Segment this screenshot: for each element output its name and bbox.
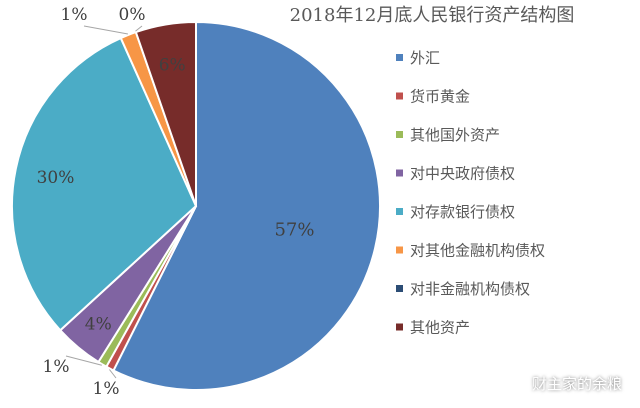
- slice-label: 57%: [274, 219, 314, 240]
- legend-swatch: [396, 208, 403, 215]
- pie-slice: [11, 36, 198, 332]
- legend-label: 其他国外资产: [410, 126, 500, 144]
- slice-label: 1%: [93, 379, 120, 399]
- legend-swatch: [396, 92, 403, 100]
- legend-swatch: [396, 169, 403, 177]
- legend-label: 对非金融机构债权: [410, 280, 530, 298]
- legend-swatch: [396, 285, 403, 292]
- legend-label: 货币黄金: [410, 88, 470, 106]
- slice-label: 4%: [85, 314, 112, 334]
- legend-swatch: [396, 54, 403, 61]
- watermark: 财主家的余粮: [504, 373, 622, 394]
- slice-label: 1%: [61, 5, 88, 25]
- legend-label: 外汇: [410, 49, 440, 67]
- legend-swatch: [396, 323, 403, 331]
- slice-label: 6%: [159, 55, 186, 75]
- legend-label: 对中央政府债权: [410, 165, 515, 183]
- legend-label: 对存款银行债权: [410, 203, 515, 221]
- wechat-icon: [504, 375, 526, 392]
- legend-label: 对其他金融机构债权: [410, 242, 545, 260]
- legend-swatch: [396, 131, 403, 138]
- leader-line: [135, 25, 143, 32]
- legend-swatch: [396, 246, 403, 254]
- watermark-text: 财主家的余粮: [531, 375, 622, 393]
- chart-title: 2018年12月底人民银行资产结构图: [290, 5, 575, 26]
- leader-line: [109, 369, 117, 379]
- slice-label: 0%: [119, 5, 146, 25]
- leader-line: [65, 355, 102, 366]
- slice-label: 30%: [37, 168, 75, 188]
- pie-slice: [112, 20, 381, 391]
- slice-label: 1%: [43, 357, 70, 377]
- pie-slice: [134, 20, 197, 207]
- leader-line: [83, 25, 128, 35]
- legend-label: 其他资产: [410, 319, 470, 337]
